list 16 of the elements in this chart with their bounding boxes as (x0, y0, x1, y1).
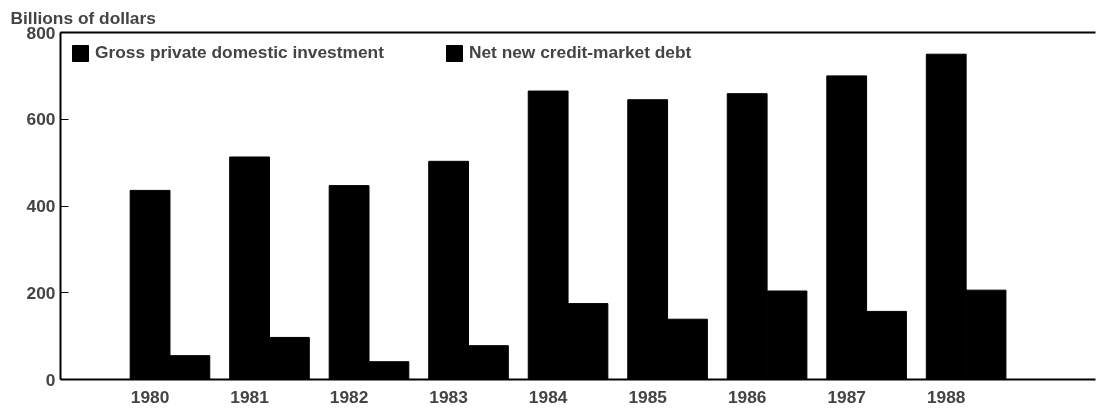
x-tick-label: 1986 (727, 386, 767, 407)
x-tick-label: 1987 (827, 386, 866, 407)
x-tick-label: 1984 (528, 386, 568, 407)
x-tick-label: 1980 (130, 386, 170, 407)
y-tick-label: 600 (26, 109, 56, 130)
y-tick-label: 200 (26, 282, 56, 303)
y-tick-label: 400 (26, 196, 56, 216)
y-tick-label: 0 (45, 369, 56, 390)
legend-label: Gross private domestic investment (95, 42, 384, 63)
x-tick-label: 1983 (429, 386, 469, 407)
x-tick-label: 1982 (329, 386, 369, 407)
x-tick-label: 1981 (230, 386, 270, 407)
y-axis-title: Billions of dollars (10, 7, 156, 28)
x-tick-label: 1985 (628, 386, 668, 407)
legend-label: Net new credit-market debt (468, 42, 692, 63)
x-tick-label: 1988 (926, 386, 966, 407)
